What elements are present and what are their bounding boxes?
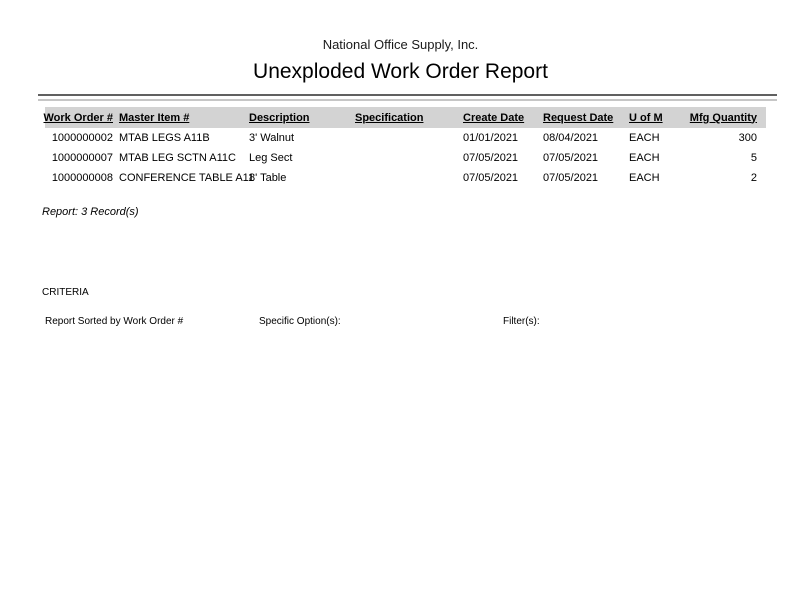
cell-description: 3' Walnut xyxy=(249,132,295,144)
cell-work-order: 1000000007 xyxy=(51,152,113,164)
cell-request-date: 07/05/2021 xyxy=(543,152,599,164)
cell-mfg-quantity: 2 xyxy=(750,172,757,184)
cell-mfg-quantity: 300 xyxy=(738,132,757,144)
company-name: National Office Supply, Inc. xyxy=(322,37,479,52)
criteria-specific-options: Specific Option(s): xyxy=(259,316,341,327)
cell-uom: EACH xyxy=(629,152,660,164)
column-header-request-date: Request Date xyxy=(543,111,614,124)
report-title: Unexploded Work Order Report xyxy=(253,60,548,83)
criteria-sorted-by: Report Sorted by Work Order # xyxy=(45,316,184,327)
cell-uom: EACH xyxy=(629,132,660,144)
cell-create-date: 07/05/2021 xyxy=(463,152,519,164)
column-header-create-date: Create Date xyxy=(463,111,525,124)
double-rule-bottom xyxy=(38,99,777,101)
column-header-mfg-quantity: Mfg Quantity xyxy=(689,111,757,124)
column-header-specification: Specification xyxy=(355,111,424,124)
record-count: Report: 3 Record(s) xyxy=(42,206,139,218)
cell-request-date: 08/04/2021 xyxy=(543,132,599,144)
table-row: 1000000007 MTAB LEG SCTN A11C Leg Sect 0… xyxy=(45,148,766,168)
table-row: 1000000008 CONFERENCE TABLE A11 8' Table… xyxy=(45,168,766,188)
double-rule-top xyxy=(38,94,777,96)
column-header-description: Description xyxy=(249,111,310,124)
cell-work-order: 1000000002 xyxy=(51,132,113,144)
cell-master-item: CONFERENCE TABLE A11 xyxy=(119,172,255,184)
column-header-work-order: Work Order # xyxy=(43,111,114,124)
cell-create-date: 07/05/2021 xyxy=(463,172,519,184)
cell-request-date: 07/05/2021 xyxy=(543,172,599,184)
cell-work-order: 1000000008 xyxy=(51,172,113,184)
cell-uom: EACH xyxy=(629,172,660,184)
table-header: Work Order # Master Item # Description S… xyxy=(43,107,766,128)
cell-master-item: MTAB LEGS A11B xyxy=(119,132,210,144)
column-header-uom: U of M xyxy=(629,111,663,124)
cell-master-item: MTAB LEG SCTN A11C xyxy=(119,152,236,164)
cell-description: Leg Sect xyxy=(249,152,293,164)
cell-mfg-quantity: 5 xyxy=(750,152,757,164)
criteria-filters: Filter(s): xyxy=(503,316,540,327)
criteria-section-label: CRITERIA xyxy=(42,287,89,298)
table-row: 1000000002 MTAB LEGS A11B 3' Walnut 01/0… xyxy=(45,128,766,148)
column-header-master-item: Master Item # xyxy=(119,111,190,124)
table-body: 1000000002 MTAB LEGS A11B 3' Walnut 01/0… xyxy=(45,128,766,188)
cell-description: 8' Table xyxy=(249,172,287,184)
cell-create-date: 01/01/2021 xyxy=(463,132,519,144)
